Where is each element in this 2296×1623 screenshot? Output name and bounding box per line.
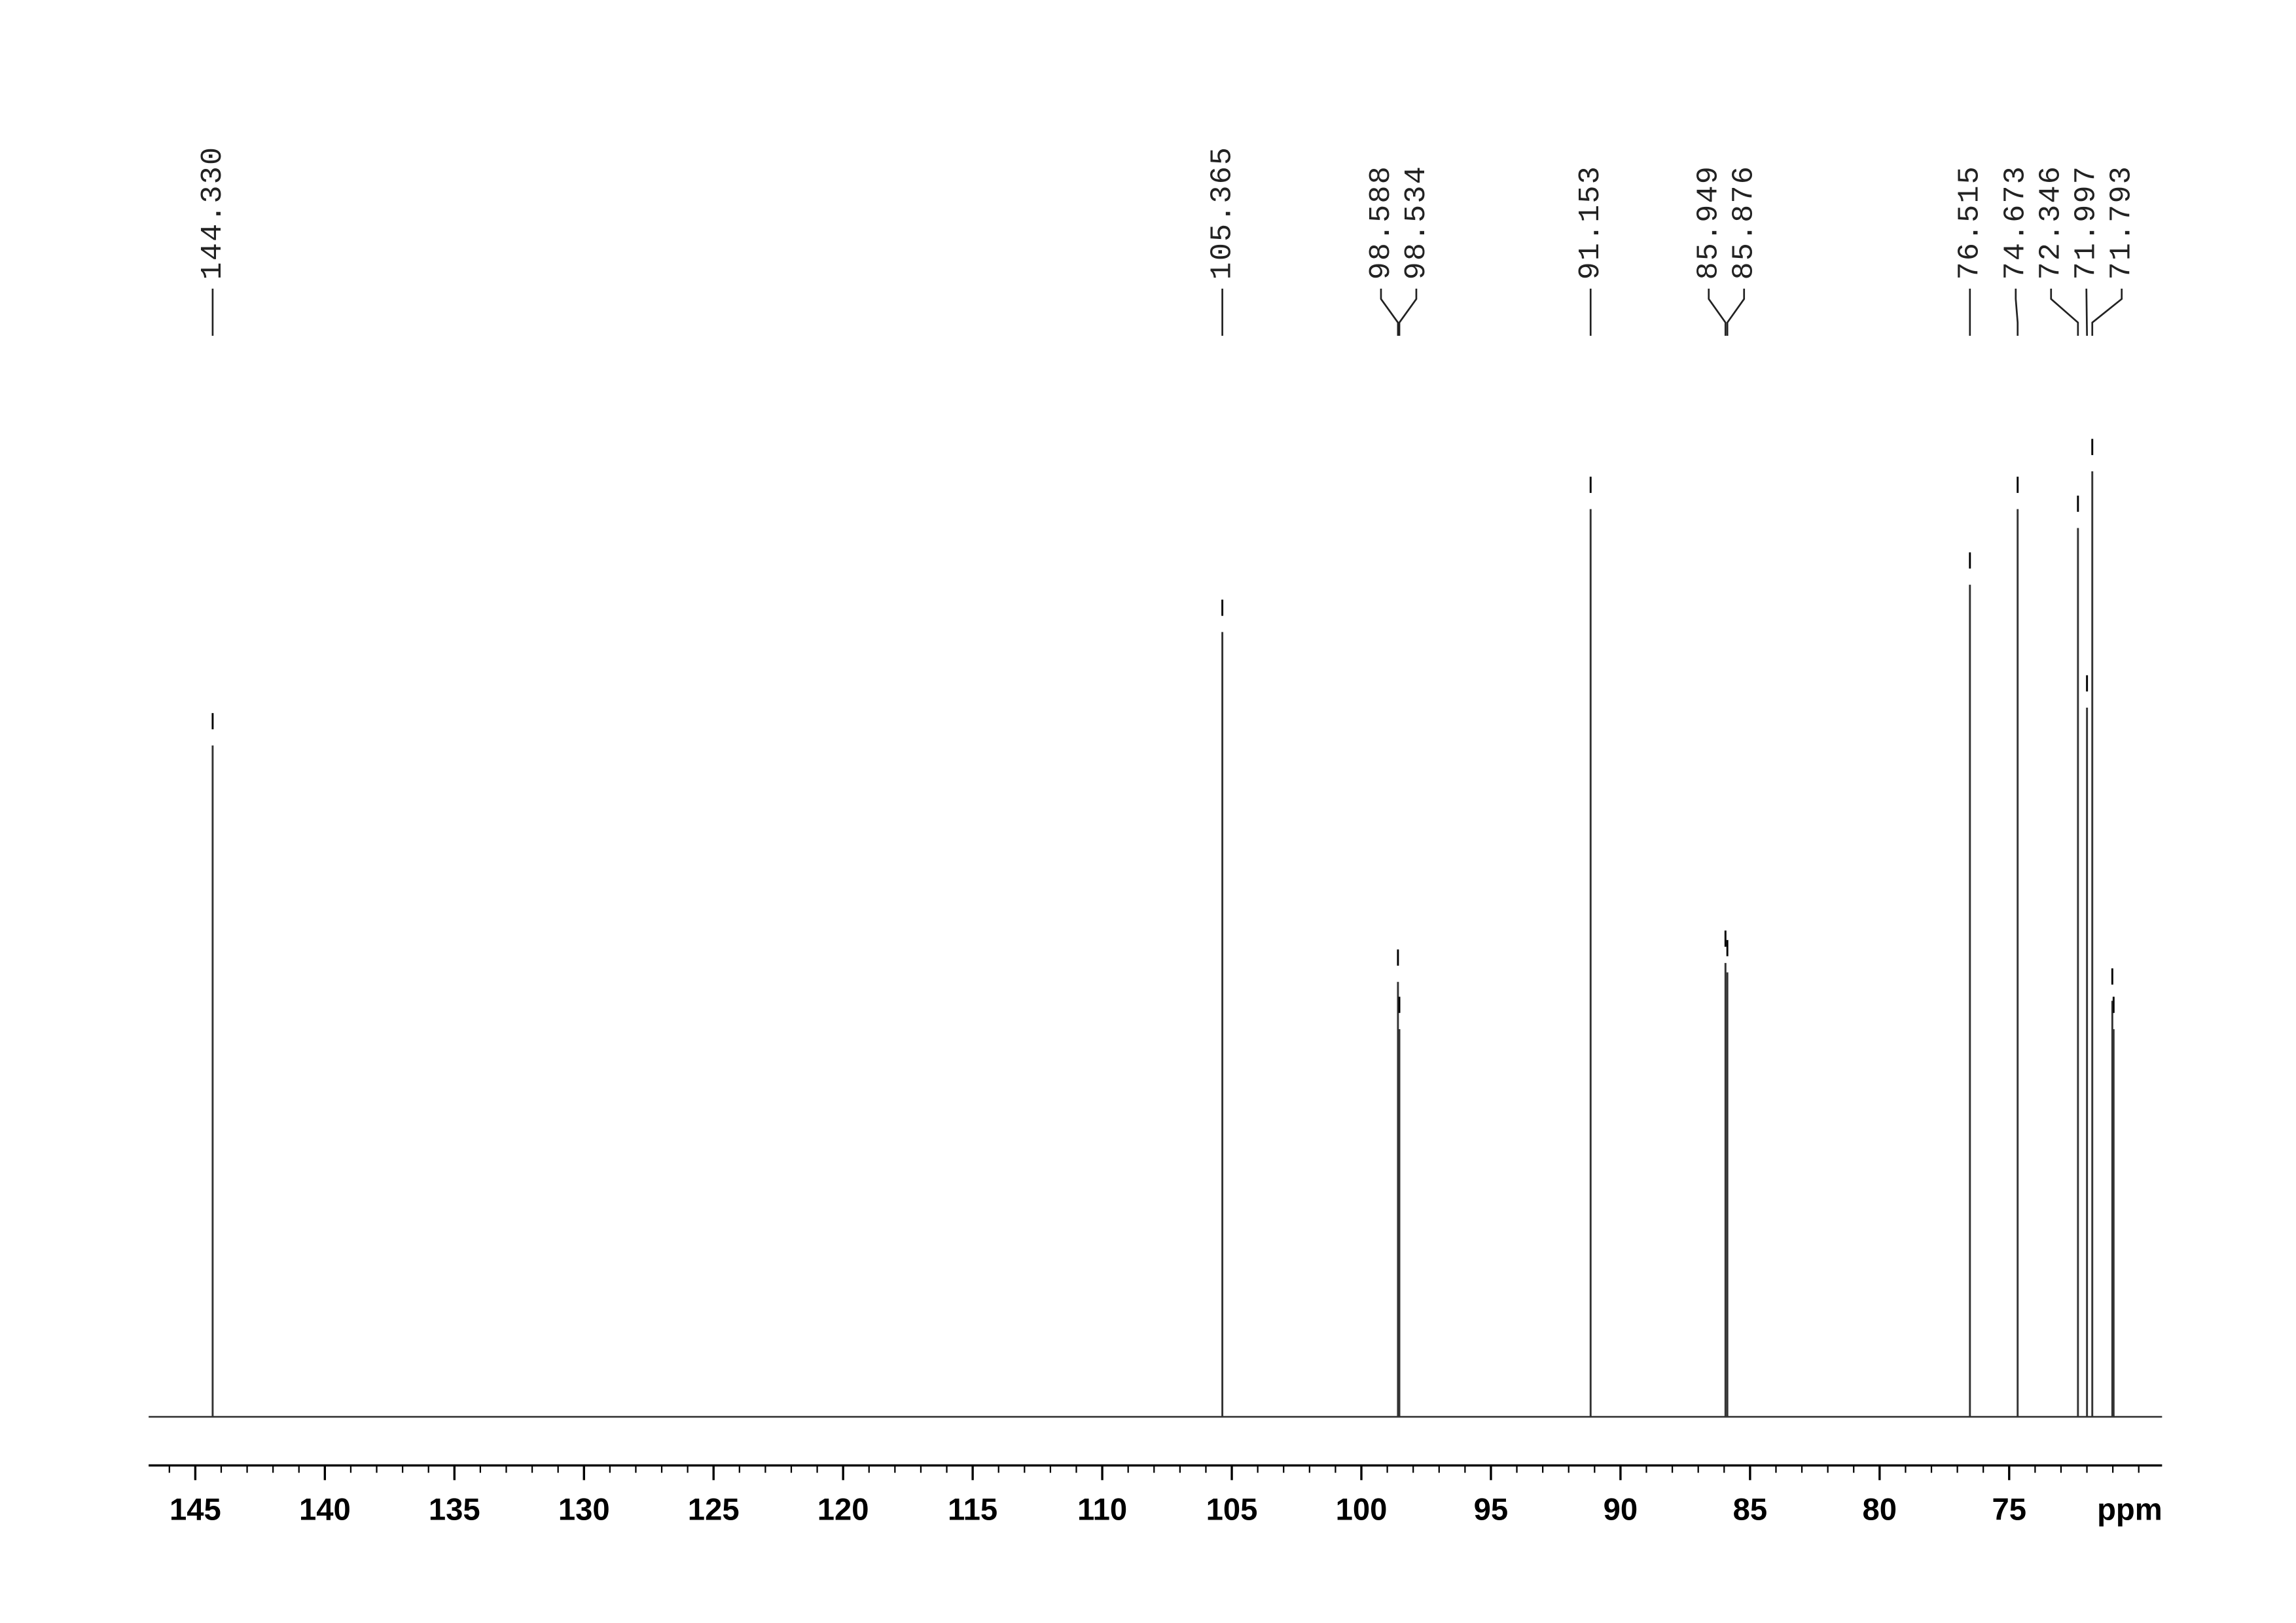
x-tick-label: 90 — [1604, 1493, 1638, 1527]
x-tick-label: 100 — [1336, 1493, 1388, 1527]
leader-line — [1726, 288, 1746, 336]
leader-line — [2050, 288, 2079, 336]
x-tick-label: 95 — [1474, 1493, 1509, 1527]
x-tick-label: 75 — [1992, 1493, 2027, 1527]
x-tick-label: 105 — [1206, 1493, 1258, 1527]
x-tick-label: 145 — [170, 1493, 221, 1527]
peak-label: 98.588 — [1365, 165, 1398, 280]
x-tick-label: 135 — [429, 1493, 480, 1527]
peak-label: 71.997 — [2070, 165, 2104, 280]
peak-label: 85.876 — [1728, 165, 1761, 280]
peak-label: 71.793 — [2106, 165, 2139, 280]
x-axis-label: ppm — [2097, 1493, 2162, 1527]
x-tick-label: 80 — [1863, 1493, 1897, 1527]
peak-label: 72.346 — [2035, 165, 2068, 280]
leader-line — [1708, 288, 1727, 336]
leader-line — [1398, 288, 1418, 336]
x-tick-label: 115 — [948, 1493, 997, 1527]
peak-label: 105.365 — [1206, 146, 1239, 280]
leader-line — [2015, 288, 2019, 336]
peak-label: 85.949 — [1693, 165, 1726, 280]
x-tick-label: 120 — [817, 1493, 869, 1527]
peak-label: 91.153 — [1574, 165, 1607, 280]
x-tick-label: 140 — [299, 1493, 351, 1527]
peak-label: 76.515 — [1954, 165, 1987, 280]
leader-line — [1380, 288, 1399, 336]
peak-label: 74.673 — [2000, 165, 2033, 280]
peak-label: 98.534 — [1400, 165, 1433, 280]
x-tick-label: 110 — [1077, 1493, 1127, 1527]
x-tick-label: 125 — [688, 1493, 740, 1527]
x-tick-label: 130 — [558, 1493, 610, 1527]
peak-label: 144.330 — [196, 146, 230, 280]
leader-line — [2091, 288, 2123, 336]
x-tick-label: 85 — [1733, 1493, 1768, 1527]
